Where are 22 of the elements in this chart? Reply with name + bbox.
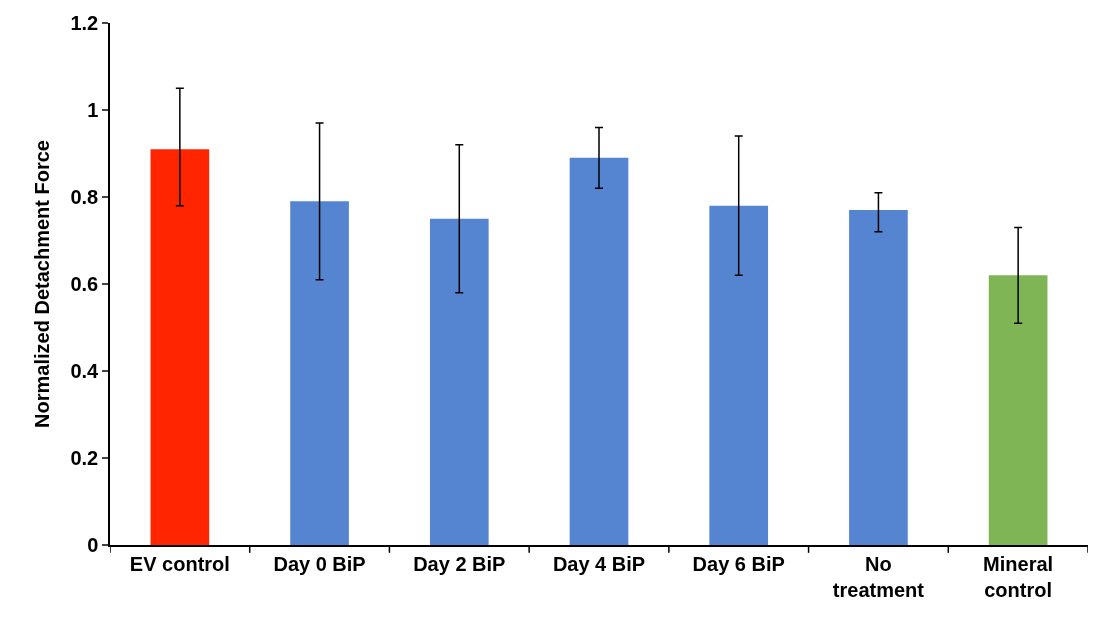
y-tick-label: 1.2 bbox=[70, 12, 99, 34]
y-tick-label: 1 bbox=[87, 99, 99, 121]
bar bbox=[150, 149, 210, 545]
bar bbox=[988, 275, 1048, 545]
y-tick-label: 0.8 bbox=[70, 186, 99, 208]
y-tick-label: 0.6 bbox=[70, 273, 99, 295]
bar bbox=[429, 218, 489, 545]
y-axis-title: Normalized Detachment Force bbox=[31, 140, 54, 428]
bar bbox=[849, 210, 908, 545]
x-tick-label: Day 0 BiP bbox=[273, 552, 366, 575]
bar bbox=[709, 205, 769, 545]
bar bbox=[290, 201, 349, 545]
x-tick-label: No treatment bbox=[832, 552, 925, 601]
x-tick-label: EV control bbox=[129, 552, 230, 575]
bar bbox=[569, 157, 629, 545]
x-tick-label: Mineral control bbox=[983, 552, 1054, 601]
x-tick-label: Day 4 BiP bbox=[552, 552, 646, 575]
y-tick-label: 0 bbox=[87, 534, 99, 556]
x-tick-label: Day 6 BiP bbox=[692, 552, 785, 575]
x-tick-label: Day 2 BiP bbox=[413, 552, 506, 575]
y-tick-label: 0.4 bbox=[70, 360, 100, 382]
y-tick-label: 0.2 bbox=[70, 447, 99, 469]
